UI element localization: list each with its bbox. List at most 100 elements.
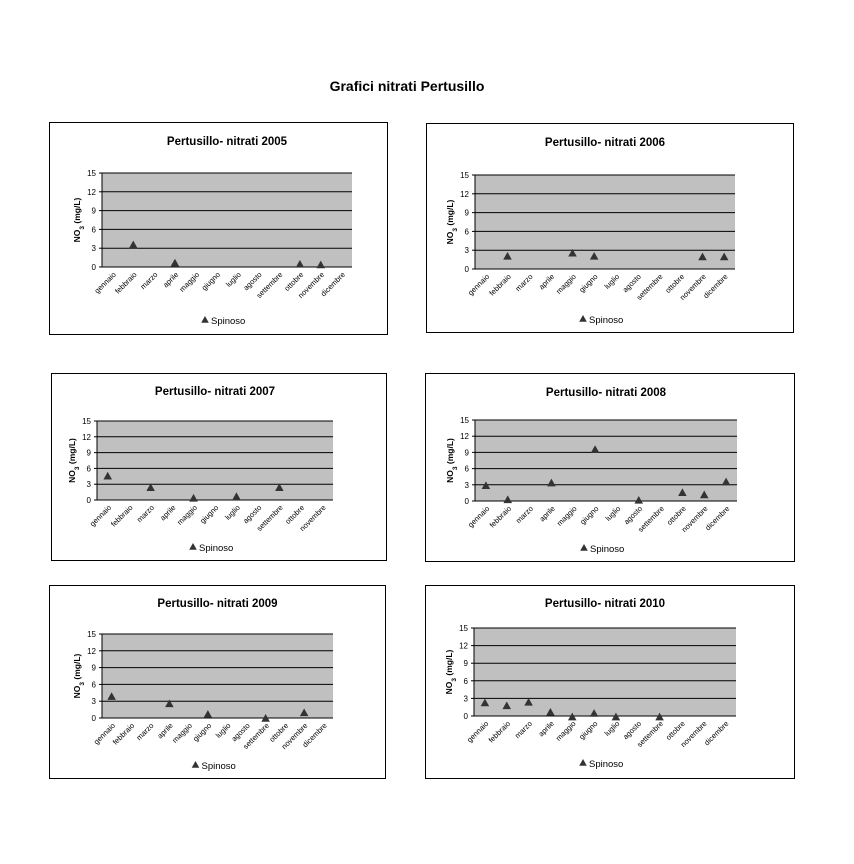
y-tick-label: 0: [465, 265, 470, 274]
y-tick-label: 6: [464, 677, 469, 686]
chart-title: Pertusillo- nitrati 2005: [167, 136, 288, 148]
x-tick-label: gennaio: [88, 503, 113, 528]
data-point: [481, 481, 491, 490]
chart-2006: Pertusillo- nitrati 2006 0 3 6 9 12 15 NO3 (mg/…: [426, 123, 794, 333]
y-tick-label: 3: [92, 244, 97, 253]
y-tick-label: 3: [464, 694, 469, 703]
legend-marker: [579, 315, 587, 322]
y-tick-label: 15: [459, 624, 468, 633]
y-tick-label: 0: [92, 263, 97, 272]
plot-area: [97, 421, 333, 500]
legend-marker: [201, 316, 209, 323]
x-tick-label: marzo: [134, 721, 155, 742]
y-tick-label: 12: [82, 433, 91, 442]
data-point: [107, 692, 116, 700]
x-tick-label: aprile: [536, 719, 555, 738]
data-point: [128, 240, 138, 249]
page-title: Grafici nitrati Pertusillo: [329, 78, 485, 94]
chart-svg: Pertusillo- nitrati 2005 0 3 6 9 12 15 NO3 (mg/…: [72, 136, 352, 327]
data-point: [546, 707, 555, 716]
data-point: [634, 495, 644, 504]
y-tick-label: 9: [465, 209, 470, 218]
x-tick-label: giugno: [578, 504, 600, 526]
legend-label: Spinoso: [589, 759, 623, 770]
data-point: [299, 708, 309, 717]
y-tick-label: 12: [87, 188, 96, 197]
data-point: [503, 495, 513, 504]
x-tick-label: maggio: [170, 721, 194, 745]
x-tick-label: maggio: [554, 719, 578, 743]
x-tick-label: maggio: [175, 503, 199, 527]
x-tick-label: gennaio: [466, 272, 491, 297]
data-point: [589, 251, 599, 260]
data-point: [655, 712, 664, 721]
legend-label: Spinoso: [211, 316, 245, 327]
chart-2007: Pertusillo- nitrati 2007 0 3 6 9 12 15 NO3 (mg/…: [51, 373, 387, 561]
y-axis-label: NO3 (mg/L): [444, 649, 458, 694]
y-tick-label: 3: [465, 481, 470, 490]
x-tick-label: luglio: [602, 272, 621, 291]
data-point: [170, 258, 180, 267]
chart-title: Pertusillo- nitrati 2009: [157, 598, 277, 610]
data-point: [503, 251, 512, 260]
x-tick-label: maggio: [555, 504, 579, 528]
data-point: [203, 710, 213, 718]
x-tick-label: luglio: [603, 719, 622, 738]
x-tick-label: febbraio: [111, 721, 137, 747]
y-axis-label: NO3 (mg/L): [67, 438, 81, 483]
x-tick-label: luglio: [223, 503, 242, 522]
data-point: [719, 252, 729, 261]
y-tick-label: 0: [464, 712, 469, 721]
legend-label: Spinoso: [589, 315, 623, 326]
y-tick-label: 6: [92, 225, 97, 234]
x-tick-label: febbraio: [487, 719, 513, 745]
y-tick-label: 15: [87, 169, 96, 178]
chart-svg: Pertusillo- nitrati 2009 0 3 6 9 12 15 NO3 (mg/…: [72, 598, 333, 772]
data-point: [721, 477, 731, 486]
y-axis-label: NO3 (mg/L): [72, 197, 86, 242]
chart-title: Pertusillo- nitrati 2007: [155, 386, 275, 398]
y-tick-label: 15: [87, 630, 96, 639]
plot-area: [475, 175, 735, 269]
chart-2008: Pertusillo- nitrati 2008 0 3 6 9 12 15 NO3 (mg/…: [425, 373, 795, 562]
y-tick-label: 6: [92, 680, 97, 689]
chart-2010: Pertusillo- nitrati 2010 0 3 6 9 12 15 NO3 (mg/…: [425, 585, 795, 779]
data-point: [189, 493, 198, 502]
data-point: [547, 478, 556, 487]
data-point: [165, 699, 174, 708]
data-point: [232, 492, 241, 500]
chart-2009: Pertusillo- nitrati 2009 0 3 6 9 12 15 NO3 (mg/…: [49, 585, 386, 779]
y-tick-label: 3: [465, 246, 470, 255]
y-tick-label: 3: [92, 697, 97, 706]
y-tick-label: 6: [465, 465, 470, 474]
data-point: [502, 701, 512, 710]
data-point: [524, 698, 533, 706]
chart-svg: Pertusillo- nitrati 2010 0 3 6 9 12 15 NO3 (mg/…: [444, 598, 736, 770]
x-tick-label: maggio: [554, 272, 578, 296]
y-tick-label: 9: [465, 448, 470, 457]
x-tick-label: gennaio: [466, 504, 491, 529]
data-point: [261, 714, 270, 722]
data-point: [568, 248, 577, 257]
x-tick-label: aprile: [158, 503, 177, 522]
data-point: [295, 259, 305, 268]
data-point: [480, 698, 490, 707]
data-point: [698, 252, 707, 261]
x-tick-label: gennaio: [465, 719, 490, 744]
y-tick-label: 15: [460, 416, 469, 425]
data-point: [589, 709, 599, 717]
legend-marker: [580, 544, 588, 551]
x-tick-label: giugno: [577, 272, 599, 294]
y-axis-label: NO3 (mg/L): [72, 653, 86, 698]
x-tick-label: giugno: [200, 270, 222, 292]
x-tick-label: aprile: [537, 504, 556, 523]
chart-svg: Pertusillo- nitrati 2007 0 3 6 9 12 15 NO3 (mg/…: [67, 386, 333, 554]
chart-svg: Pertusillo- nitrati 2008 0 3 6 9 12 15 NO3 (mg/…: [445, 387, 737, 555]
x-tick-label: dicembre: [702, 719, 730, 747]
data-point: [146, 483, 155, 492]
plot-area: [102, 634, 333, 718]
legend-label: Spinoso: [199, 543, 233, 554]
y-axis-label: NO3 (mg/L): [445, 199, 459, 244]
x-tick-label: marzo: [135, 503, 156, 524]
chart-svg: Pertusillo- nitrati 2006 0 3 6 9 12 15 NO3 (mg/…: [445, 137, 735, 326]
